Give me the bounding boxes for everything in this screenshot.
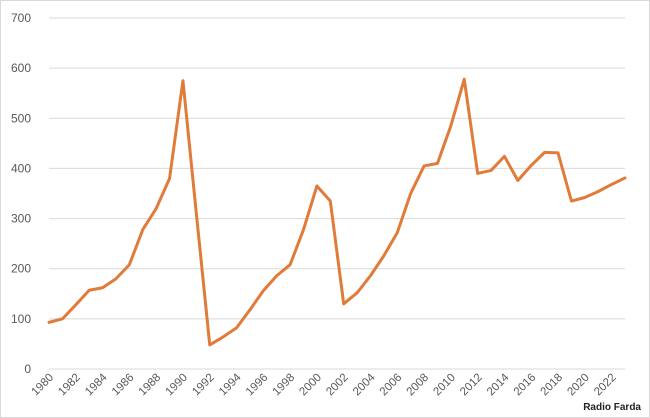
x-tick-label: 1988 [137, 372, 164, 399]
x-axis-tick-labels: 1980 1982 1984 1986 1988 1990 1992 1994 1996 1998… [30, 371, 619, 398]
y-tick-label: 200 [11, 262, 31, 276]
x-tick-label: 1982 [56, 372, 83, 399]
x-tick-label: 1998 [271, 372, 298, 399]
x-tick-label: 2014 [485, 371, 512, 398]
x-tick-label: 1984 [83, 371, 110, 398]
x-tick-label: 2018 [539, 372, 566, 399]
gridlines [49, 17, 625, 370]
y-tick-label: 300 [11, 212, 31, 226]
x-tick-label: 2016 [512, 372, 539, 399]
x-tick-label: 2010 [431, 372, 458, 399]
x-tick-label: 2002 [324, 372, 351, 399]
x-tick-label: 1990 [163, 372, 190, 399]
x-tick-label: 1992 [190, 372, 217, 399]
y-tick-label: 400 [11, 161, 31, 175]
y-tick-label: 600 [11, 61, 31, 75]
y-tick-label: 500 [11, 111, 31, 125]
y-tick-label: 100 [11, 312, 31, 326]
x-tick-label: 2012 [458, 372, 485, 399]
x-tick-label: 2006 [378, 372, 405, 399]
x-tick-label: 2000 [297, 372, 324, 399]
y-axis-tick-labels: 0 100 200 300 400 500 600 700 [11, 11, 31, 376]
x-tick-label: 2004 [351, 371, 378, 398]
x-tick-label: 2022 [592, 372, 619, 399]
series-line [47, 77, 627, 347]
y-tick-label: 700 [11, 11, 31, 25]
watermark: Radio Farda [583, 402, 641, 413]
x-tick-label: 2020 [565, 372, 592, 399]
x-tick-label: 2008 [405, 372, 432, 399]
x-tick-label: 1994 [217, 371, 244, 398]
x-tick-label: 1986 [110, 372, 137, 399]
y-tick-label: 0 [24, 362, 31, 376]
x-tick-label: 1980 [30, 372, 57, 399]
x-tick-label: 1996 [244, 372, 271, 399]
